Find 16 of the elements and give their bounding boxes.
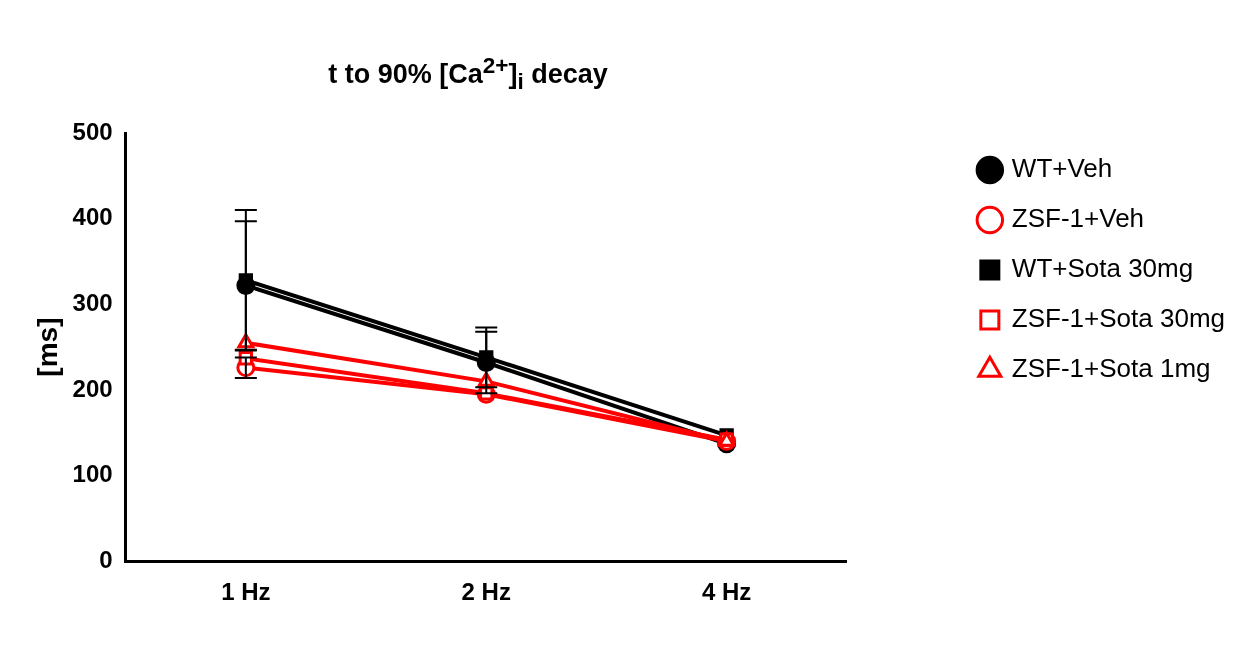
x-tick-label: 1 Hz bbox=[221, 578, 271, 606]
y-tick-label: 0 bbox=[99, 545, 113, 573]
y-tick-label: 500 bbox=[72, 117, 113, 145]
chart-title: t to 90% [Ca$^{2+}$]$_{i}$ decay bbox=[327, 53, 609, 96]
legend-label: ZSF-1+Sota 1mg bbox=[1011, 353, 1211, 384]
legend-label: ZSF-1+Sota 30mg bbox=[1011, 303, 1225, 334]
x-tick-label: 4 Hz bbox=[701, 578, 752, 606]
legend-label: WT+Sota 30mg bbox=[1011, 253, 1194, 284]
y-tick-label: 200 bbox=[72, 374, 113, 402]
x-tick-label: 2 Hz bbox=[461, 578, 511, 606]
legend-label: ZSF-1+Veh bbox=[1011, 203, 1145, 234]
y-tick-label: 300 bbox=[72, 288, 113, 316]
y-tick-label: 400 bbox=[72, 203, 113, 231]
y-axis-title: [ms] bbox=[31, 317, 63, 377]
y-tick-label: 100 bbox=[72, 460, 113, 488]
legend-label: WT+Veh bbox=[1011, 153, 1113, 184]
